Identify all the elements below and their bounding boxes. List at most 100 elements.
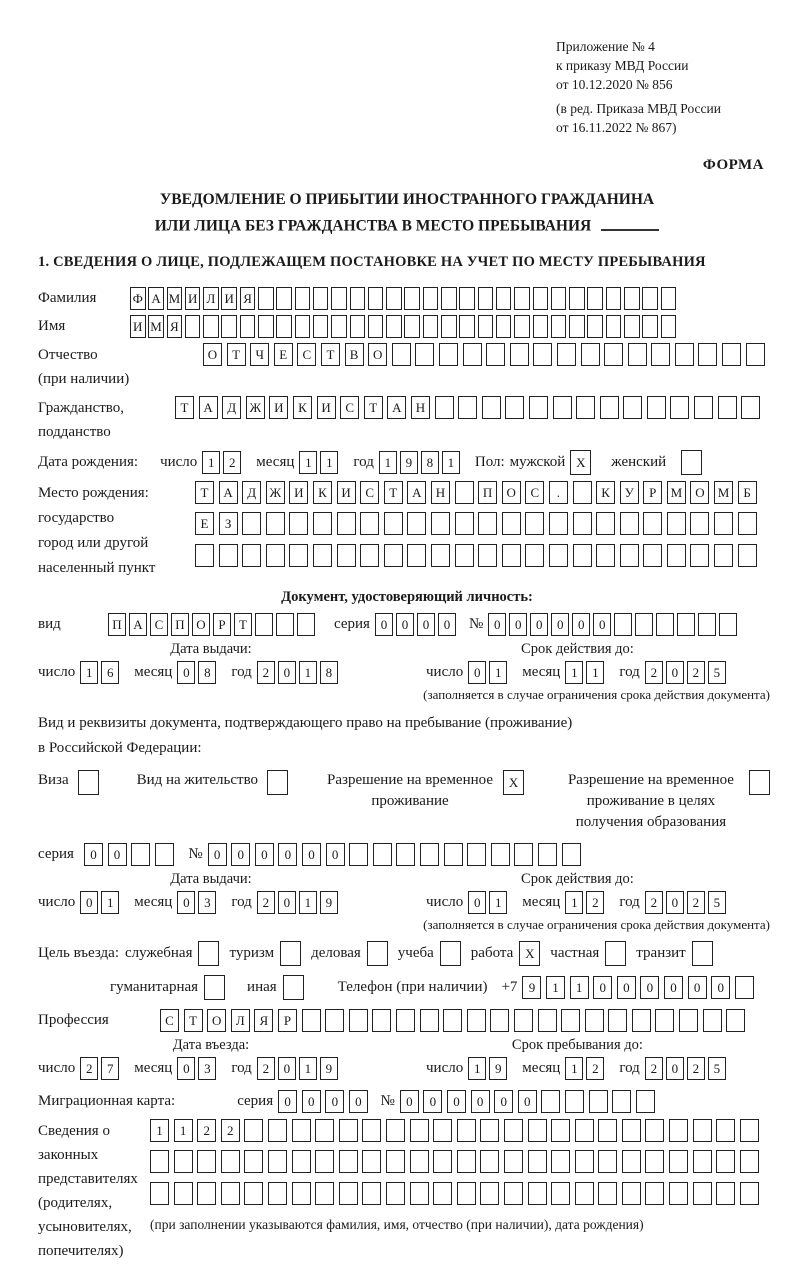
- char-cell[interactable]: [154, 842, 174, 866]
- char-cell[interactable]: [312, 543, 332, 567]
- char-cell[interactable]: [569, 286, 585, 310]
- char-cell[interactable]: [514, 286, 530, 310]
- char-cell[interactable]: 1: [101, 890, 120, 914]
- char-cell[interactable]: [242, 543, 262, 567]
- char-cell[interactable]: Н: [430, 480, 450, 504]
- char-cell[interactable]: [349, 314, 366, 338]
- char-cell[interactable]: [395, 1008, 415, 1032]
- char-cell[interactable]: [195, 543, 214, 567]
- char-cell[interactable]: 1: [468, 1056, 487, 1080]
- char-cell[interactable]: 0: [277, 660, 296, 684]
- char-cell[interactable]: [348, 1008, 368, 1032]
- char-cell[interactable]: [349, 286, 366, 310]
- char-cell[interactable]: [679, 1008, 699, 1032]
- char-cell[interactable]: 0: [593, 612, 612, 636]
- char-cell[interactable]: [276, 314, 292, 338]
- checkbox-cell[interactable]: [691, 940, 713, 966]
- char-cell[interactable]: [574, 1150, 594, 1174]
- checkbox-cell[interactable]: X: [519, 940, 541, 966]
- char-cell[interactable]: 0: [399, 1089, 419, 1113]
- char-cell[interactable]: [619, 512, 639, 536]
- char-cell[interactable]: [574, 1181, 594, 1205]
- char-cell[interactable]: [258, 314, 274, 338]
- checkbox-cell[interactable]: [681, 449, 703, 475]
- checkbox-cell[interactable]: [198, 940, 220, 966]
- char-cell[interactable]: [383, 512, 403, 536]
- char-cell[interactable]: 2: [644, 660, 663, 684]
- char-cell[interactable]: [645, 1181, 665, 1205]
- char-cell[interactable]: [360, 543, 380, 567]
- char-cell[interactable]: 8: [420, 450, 439, 474]
- char-cell[interactable]: [325, 1008, 345, 1032]
- char-cell[interactable]: [443, 1008, 463, 1032]
- char-cell[interactable]: 0: [572, 612, 591, 636]
- char-cell[interactable]: [580, 342, 600, 366]
- char-cell[interactable]: Я: [166, 314, 183, 338]
- char-cell[interactable]: 0: [494, 1089, 514, 1113]
- char-cell[interactable]: [490, 1008, 510, 1032]
- char-cell[interactable]: [503, 1181, 523, 1205]
- char-cell[interactable]: О: [368, 342, 388, 366]
- char-cell[interactable]: 0: [665, 1056, 684, 1080]
- char-cell[interactable]: [739, 1150, 759, 1174]
- char-cell[interactable]: Я: [254, 1008, 274, 1032]
- char-cell[interactable]: [458, 395, 478, 419]
- char-cell[interactable]: О: [203, 342, 222, 366]
- checkbox-cell[interactable]: [748, 769, 770, 795]
- char-cell[interactable]: 2: [197, 1118, 217, 1142]
- char-cell[interactable]: 0: [551, 612, 570, 636]
- char-cell[interactable]: [312, 512, 332, 536]
- char-cell[interactable]: 2: [80, 1056, 99, 1080]
- char-cell[interactable]: [624, 314, 640, 338]
- char-cell[interactable]: [360, 512, 380, 536]
- char-cell[interactable]: [203, 314, 219, 338]
- char-cell[interactable]: 0: [468, 890, 487, 914]
- char-cell[interactable]: Я: [239, 286, 256, 310]
- char-cell[interactable]: [513, 1008, 533, 1032]
- char-cell[interactable]: [719, 612, 738, 636]
- char-cell[interactable]: 2: [586, 1056, 605, 1080]
- char-cell[interactable]: 2: [256, 1056, 275, 1080]
- char-cell[interactable]: [596, 512, 616, 536]
- char-cell[interactable]: [612, 1089, 632, 1113]
- char-cell[interactable]: [656, 612, 675, 636]
- char-cell[interactable]: Т: [175, 395, 194, 419]
- char-cell[interactable]: 0: [665, 890, 684, 914]
- char-cell[interactable]: А: [387, 395, 407, 419]
- char-cell[interactable]: [265, 543, 285, 567]
- char-cell[interactable]: [584, 1008, 604, 1032]
- char-cell[interactable]: 0: [416, 612, 435, 636]
- char-cell[interactable]: [698, 342, 718, 366]
- char-cell[interactable]: [645, 1118, 665, 1142]
- char-cell[interactable]: [362, 1150, 382, 1174]
- char-cell[interactable]: [409, 1118, 429, 1142]
- char-cell[interactable]: 8: [198, 660, 217, 684]
- char-cell[interactable]: П: [171, 612, 189, 636]
- char-cell[interactable]: Р: [213, 612, 231, 636]
- char-cell[interactable]: [258, 286, 274, 310]
- char-cell[interactable]: И: [269, 395, 289, 419]
- char-cell[interactable]: Ф: [130, 286, 146, 310]
- char-cell[interactable]: [561, 1008, 581, 1032]
- char-cell[interactable]: А: [407, 480, 427, 504]
- char-cell[interactable]: [459, 314, 475, 338]
- char-cell[interactable]: [459, 286, 475, 310]
- char-cell[interactable]: [291, 1181, 311, 1205]
- char-cell[interactable]: [714, 512, 734, 536]
- char-cell[interactable]: Т: [195, 480, 214, 504]
- char-cell[interactable]: [726, 1008, 746, 1032]
- char-cell[interactable]: И: [316, 395, 336, 419]
- char-cell[interactable]: [255, 612, 273, 636]
- char-cell[interactable]: [605, 314, 622, 338]
- char-cell[interactable]: [385, 1150, 405, 1174]
- char-cell[interactable]: [434, 395, 454, 419]
- char-cell[interactable]: [716, 1118, 736, 1142]
- char-cell[interactable]: 1: [173, 1118, 193, 1142]
- checkbox-cell[interactable]: X: [503, 769, 525, 795]
- char-cell[interactable]: [509, 342, 529, 366]
- char-cell[interactable]: [569, 314, 585, 338]
- char-cell[interactable]: 0: [640, 975, 660, 999]
- char-cell[interactable]: [660, 314, 677, 338]
- char-cell[interactable]: 9: [522, 975, 542, 999]
- char-cell[interactable]: 0: [374, 612, 393, 636]
